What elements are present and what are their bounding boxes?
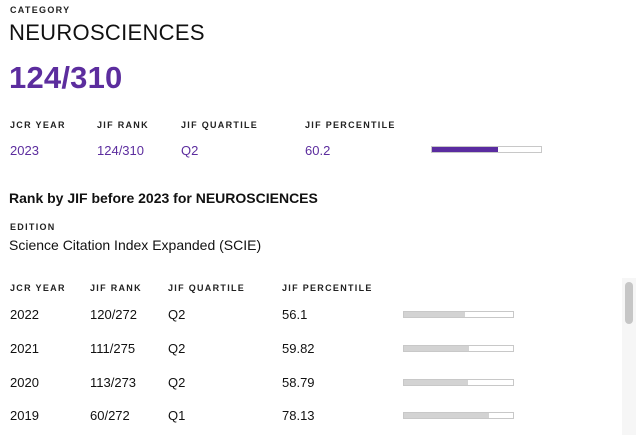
- history-percentile-bar: [403, 379, 514, 386]
- history-percentile: 56.1: [282, 307, 308, 322]
- current-year: 2023: [10, 143, 39, 158]
- history-rank: 113/273: [90, 375, 137, 390]
- history-year: 2021: [10, 341, 39, 356]
- history-header-quartile: JIF QUARTILE: [168, 283, 246, 293]
- current-header-percentile: JIF PERCENTILE: [305, 120, 396, 130]
- category-rank: 124/310: [9, 60, 123, 95]
- current-rank: 124/310: [97, 143, 144, 158]
- history-percentile-bar: [403, 412, 514, 419]
- current-percentile-bar-fill: [432, 147, 498, 152]
- current-header-rank: JIF RANK: [97, 120, 149, 130]
- edition-label: EDITION: [10, 222, 56, 232]
- history-quartile: Q2: [168, 341, 186, 356]
- history-header-year: JCR YEAR: [10, 283, 66, 293]
- history-header-percentile: JIF PERCENTILE: [282, 283, 373, 293]
- history-quartile: Q1: [168, 408, 186, 423]
- history-quartile: Q2: [168, 307, 186, 322]
- history-percentile: 78.13: [282, 408, 315, 423]
- current-header-quartile: JIF QUARTILE: [181, 120, 259, 130]
- history-rank: 60/272: [90, 408, 130, 423]
- history-scrollbar[interactable]: [622, 278, 636, 435]
- current-percentile: 60.2: [305, 143, 331, 158]
- edition-value: Science Citation Index Expanded (SCIE): [9, 237, 262, 253]
- history-percentile: 58.79: [282, 375, 315, 390]
- history-year: 2020: [10, 375, 39, 390]
- history-title: Rank by JIF before 2023 for NEUROSCIENCE…: [9, 190, 318, 206]
- history-percentile-bar-fill: [404, 312, 466, 317]
- history-rank: 120/272: [90, 307, 137, 322]
- current-percentile-bar: [431, 146, 542, 153]
- history-year: 2022: [10, 307, 39, 322]
- history-header-rank: JIF RANK: [90, 283, 142, 293]
- history-rank: 111/275: [90, 341, 136, 356]
- history-quartile: Q2: [168, 375, 186, 390]
- current-header-year: JCR YEAR: [10, 120, 66, 130]
- history-percentile-bar: [403, 311, 514, 318]
- history-percentile: 59.82: [282, 341, 315, 356]
- category-label: CATEGORY: [10, 5, 71, 15]
- current-quartile: Q2: [181, 143, 199, 158]
- history-percentile-bar-fill: [404, 346, 470, 351]
- scrollbar-thumb[interactable]: [625, 282, 633, 324]
- history-percentile-bar-fill: [404, 380, 469, 385]
- history-year: 2019: [10, 408, 39, 423]
- history-percentile-bar: [403, 345, 514, 352]
- history-percentile-bar-fill: [404, 413, 490, 418]
- category-name: NEUROSCIENCES: [9, 20, 205, 45]
